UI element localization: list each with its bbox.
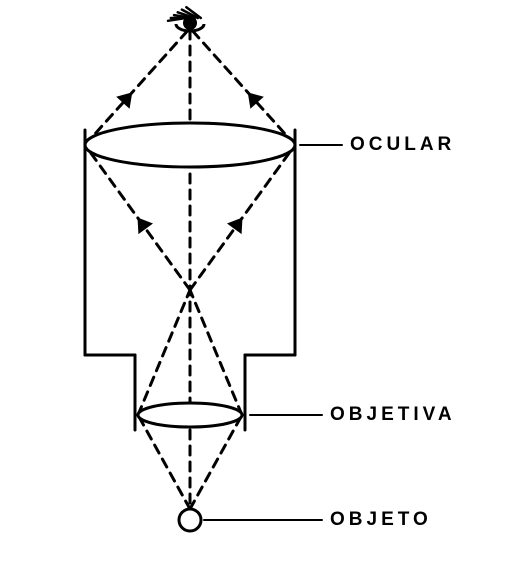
object-label: OBJETO [330,509,432,530]
ray [190,290,242,415]
ocular-lens [85,123,295,167]
object-circle [179,509,201,531]
ray-arrow [138,218,154,235]
ray [190,415,242,509]
ray [138,290,190,415]
ray-arrow [227,218,243,235]
objective-lens [138,403,242,427]
ray [138,415,190,509]
objective-label: OBJETIVA [330,404,456,425]
ocular-label: OCULAR [350,134,455,155]
